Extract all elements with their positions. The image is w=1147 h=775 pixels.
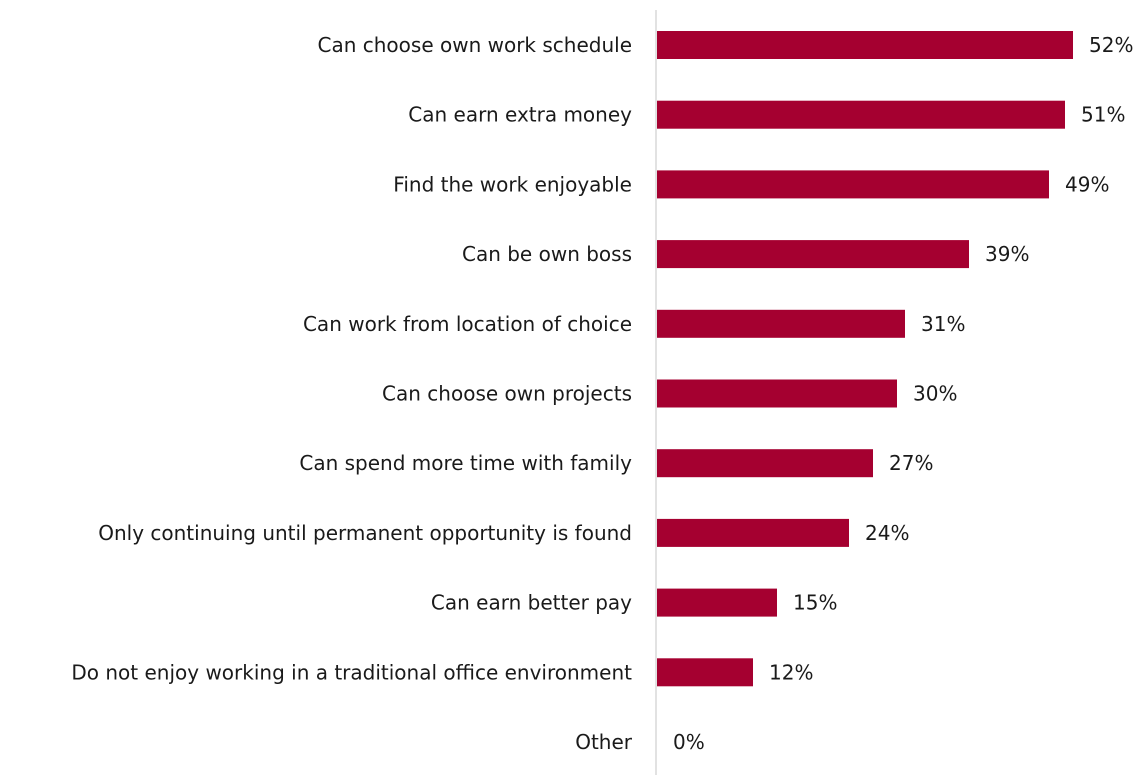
category-label: Can choose own projects [382,382,632,406]
bar [657,170,1049,199]
bar [657,658,753,687]
value-label: 30% [913,382,957,406]
value-label: 0% [673,730,705,754]
value-label: 31% [921,312,965,336]
value-label: 24% [865,521,909,545]
bar [657,100,1065,129]
category-label: Can earn better pay [431,591,632,615]
value-label: 49% [1065,172,1109,196]
bar [657,31,1073,59]
bar [657,518,849,547]
category-label: Can choose own work schedule [318,33,633,57]
value-label: 51% [1081,103,1125,127]
bars [657,31,1073,687]
value-label: 27% [889,451,933,475]
category-label: Can work from location of choice [303,312,632,336]
category-label: Can spend more time with family [299,451,632,475]
bar [657,588,777,617]
category-labels: Can choose own work schedule Can earn ext… [71,33,632,754]
value-labels: 52% 51% 49% 39% 31% 30% 27% 24% 15% 12% 0% [673,33,1133,754]
bar [657,240,969,269]
category-label: Other [575,730,633,754]
value-label: 52% [1089,33,1133,57]
value-label: 39% [985,242,1029,266]
category-label: Find the work enjoyable [393,172,632,196]
value-label: 12% [769,660,813,684]
value-label: 15% [793,591,837,615]
category-label: Do not enjoy working in a traditional of… [71,660,632,684]
category-label: Only continuing until permanent opportun… [98,521,632,545]
category-label: Can be own boss [462,242,632,266]
bar [657,449,873,478]
bar [657,309,905,338]
bar [657,379,897,408]
category-label: Can earn extra money [408,103,632,127]
